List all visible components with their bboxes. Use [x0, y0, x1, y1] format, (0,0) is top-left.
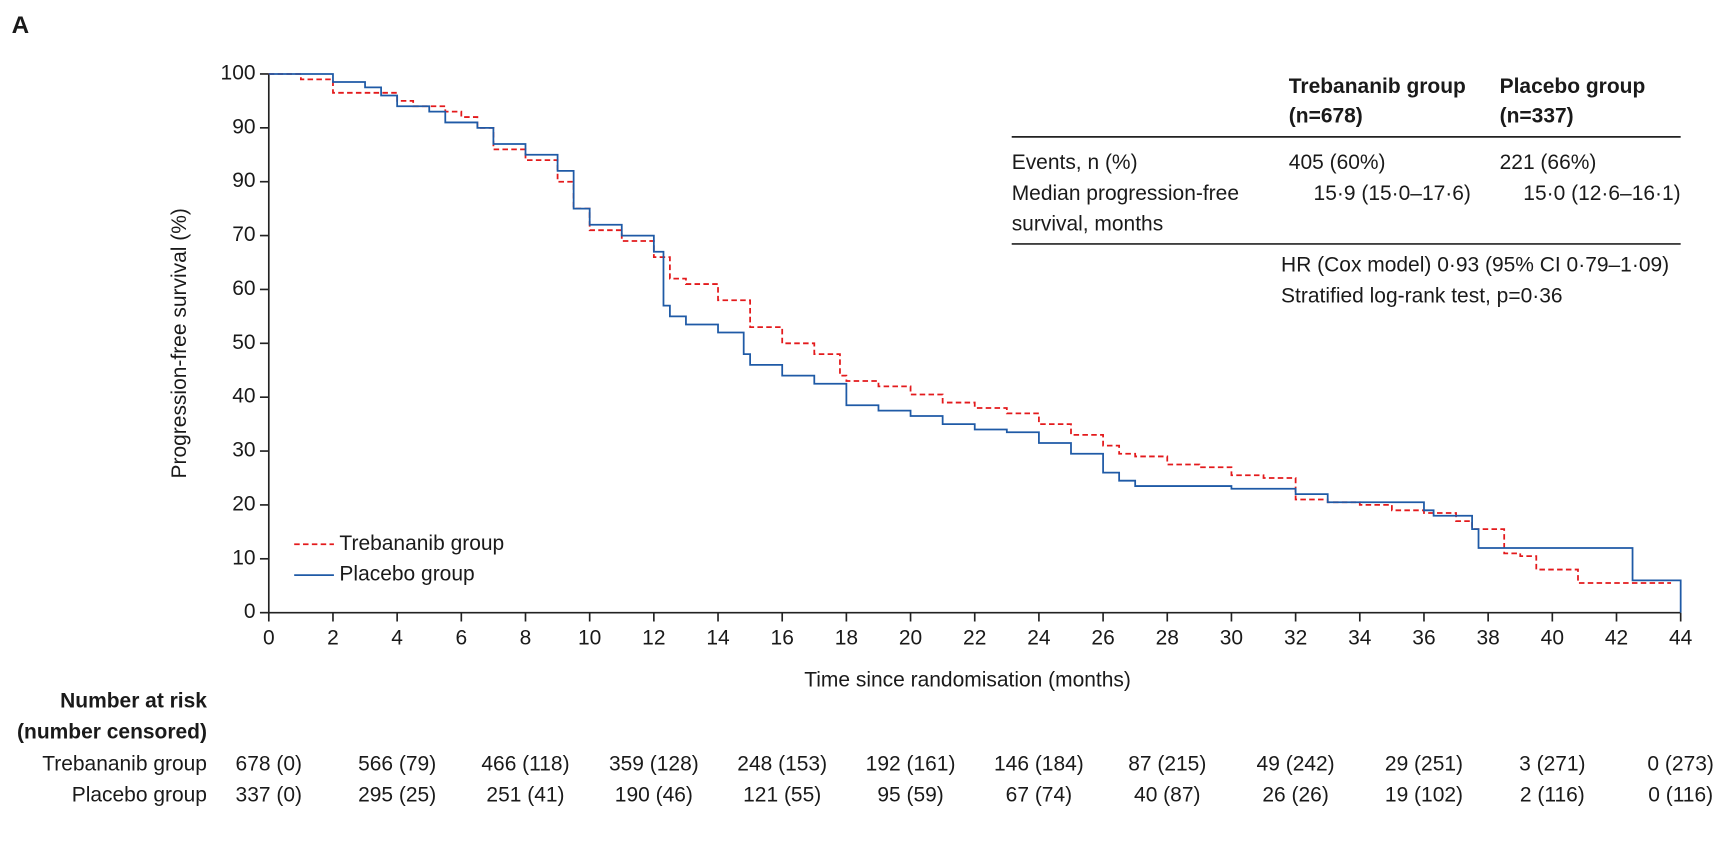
- risk-value: 359 (128): [609, 753, 699, 776]
- x-tick-label: 32: [1284, 627, 1307, 650]
- table-cell: 405 (60%): [1289, 151, 1386, 174]
- x-tick-label: 34: [1348, 627, 1372, 650]
- x-tick-label: 24: [1027, 627, 1051, 650]
- risk-value: 248 (153): [737, 753, 827, 776]
- table-header: (n=678): [1289, 105, 1363, 128]
- y-tick-label: 100: [221, 62, 256, 85]
- x-tick-label: 16: [771, 627, 794, 650]
- risk-value: 67 (74): [1006, 783, 1072, 806]
- x-tick-label: 12: [642, 627, 665, 650]
- table-note: HR (Cox model) 0·93 (95% CI 0·79–1·09): [1281, 254, 1669, 277]
- risk-row-label: Trebananib group: [42, 753, 207, 776]
- table-note: Stratified log-rank test, p=0·36: [1281, 284, 1562, 307]
- x-tick-label: 2: [327, 627, 339, 650]
- risk-title: (number censored): [17, 721, 207, 744]
- survival-curve: [268, 73, 1682, 613]
- risk-value: 0 (273): [1647, 753, 1713, 776]
- legend-label: Trebananib group: [339, 532, 504, 555]
- risk-row-label: Placebo group: [72, 783, 207, 806]
- x-tick-label: 44: [1669, 627, 1693, 650]
- x-tick-label: 26: [1091, 627, 1114, 650]
- y-tick-label: 90: [232, 115, 255, 138]
- x-tick-label: 20: [899, 627, 922, 650]
- risk-value: 146 (184): [994, 753, 1084, 776]
- table-row-label: Median progression-free: [1012, 182, 1239, 205]
- risk-value: 95 (59): [877, 783, 943, 806]
- table-header: Trebananib group: [1289, 75, 1466, 98]
- survival-curve: [268, 73, 1672, 584]
- y-tick-label: 30: [232, 439, 255, 462]
- risk-value: 0 (116): [1648, 783, 1713, 806]
- y-tick-label: 50: [232, 331, 255, 354]
- y-tick-label: 10: [232, 546, 255, 569]
- x-axis-label: Time since randomisation (months): [804, 669, 1131, 692]
- table-cell: 15·9 (15·0–17·6): [1314, 182, 1471, 205]
- table-row-label: Events, n (%): [1012, 151, 1138, 174]
- panel-label: A: [12, 12, 30, 39]
- x-tick-label: 14: [706, 627, 730, 650]
- risk-value: 3 (271): [1519, 753, 1585, 776]
- legend-label: Placebo group: [339, 563, 474, 586]
- x-tick-label: 8: [520, 627, 532, 650]
- table-header: Placebo group: [1500, 75, 1646, 98]
- y-tick-label: 70: [232, 223, 255, 246]
- risk-value: 121 (55): [743, 783, 821, 806]
- x-tick-label: 18: [835, 627, 858, 650]
- table-header: (n=337): [1500, 105, 1574, 128]
- table-cell: 221 (66%): [1500, 151, 1597, 174]
- risk-value: 19 (102): [1385, 783, 1463, 806]
- y-tick-label: 40: [232, 385, 255, 408]
- table-row-label: survival, months: [1012, 213, 1164, 236]
- risk-value: 192 (161): [866, 753, 956, 776]
- risk-value: 678 (0): [236, 753, 302, 776]
- risk-value: 337 (0): [236, 783, 302, 806]
- x-tick-label: 40: [1541, 627, 1564, 650]
- risk-title: Number at risk: [60, 690, 207, 713]
- x-tick-label: 42: [1605, 627, 1628, 650]
- risk-value: 49 (242): [1257, 753, 1335, 776]
- x-tick-label: 30: [1220, 627, 1243, 650]
- risk-value: 2 (116): [1520, 783, 1585, 806]
- x-tick-label: 4: [391, 627, 403, 650]
- risk-value: 295 (25): [358, 783, 436, 806]
- x-tick-label: 28: [1156, 627, 1179, 650]
- y-axis-label: Progression-free survival (%): [168, 208, 191, 478]
- risk-value: 190 (46): [615, 783, 693, 806]
- x-tick-label: 6: [455, 627, 467, 650]
- x-tick-label: 36: [1412, 627, 1435, 650]
- y-tick-label: 0: [244, 600, 256, 623]
- table-cell: 15·0 (12·6–16·1): [1523, 182, 1680, 205]
- x-tick-label: 10: [578, 627, 601, 650]
- y-tick-label: 60: [232, 277, 255, 300]
- risk-value: 466 (118): [481, 753, 569, 776]
- risk-value: 87 (215): [1128, 753, 1206, 776]
- risk-value: 29 (251): [1385, 753, 1463, 776]
- risk-value: 566 (79): [358, 753, 436, 776]
- x-tick-label: 38: [1476, 627, 1499, 650]
- x-tick-label: 22: [963, 627, 986, 650]
- y-tick-label: 20: [232, 492, 255, 515]
- risk-value: 40 (87): [1134, 783, 1200, 806]
- x-tick-label: 0: [263, 627, 275, 650]
- risk-value: 26 (26): [1262, 783, 1328, 806]
- risk-value: 251 (41): [486, 783, 564, 806]
- y-tick-label: 90: [232, 169, 255, 192]
